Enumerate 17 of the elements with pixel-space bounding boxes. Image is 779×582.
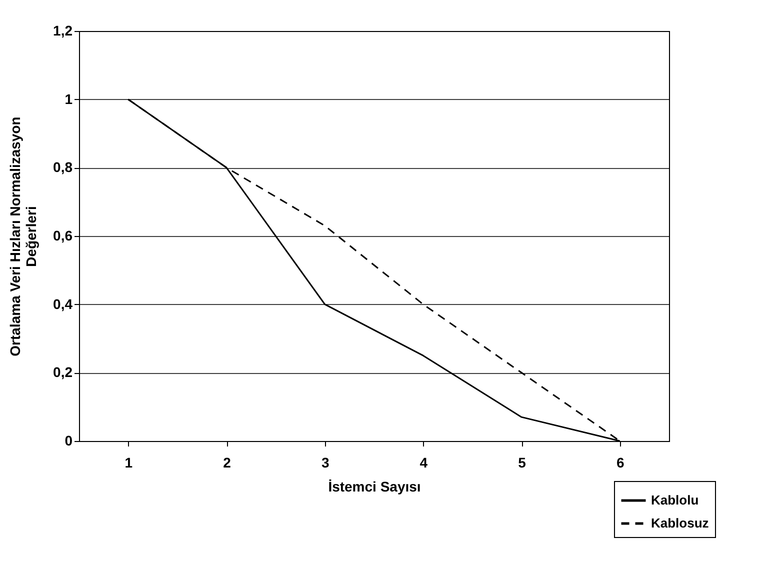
y-tick-label: 1 bbox=[64, 90, 73, 107]
x-tick-label: 3 bbox=[321, 454, 330, 470]
x-tick-label: 5 bbox=[518, 454, 526, 470]
y-tick-label: 0,8 bbox=[53, 159, 73, 176]
x-tick-label: 4 bbox=[420, 454, 428, 470]
y-tick-label: 0,6 bbox=[53, 228, 73, 244]
legend-label: Kablosuz bbox=[651, 516, 710, 530]
y-tick-label: 0 bbox=[64, 432, 73, 448]
y-axis-title: Ortalama Veri Hızları Normalizasyon Değerleri bbox=[7, 116, 40, 356]
legend-label: Kablolu bbox=[651, 492, 699, 508]
y-tick-label: 0,4 bbox=[53, 296, 73, 312]
x-tick-label: 2 bbox=[223, 454, 232, 470]
x-axis-title: İstemci Sayısı bbox=[328, 478, 421, 494]
y-tick-label: 1,2 bbox=[53, 22, 73, 38]
y-tick-label: 0,2 bbox=[53, 364, 73, 380]
x-tick-label: 1 bbox=[124, 454, 133, 470]
x-tick-label: 6 bbox=[616, 454, 624, 470]
